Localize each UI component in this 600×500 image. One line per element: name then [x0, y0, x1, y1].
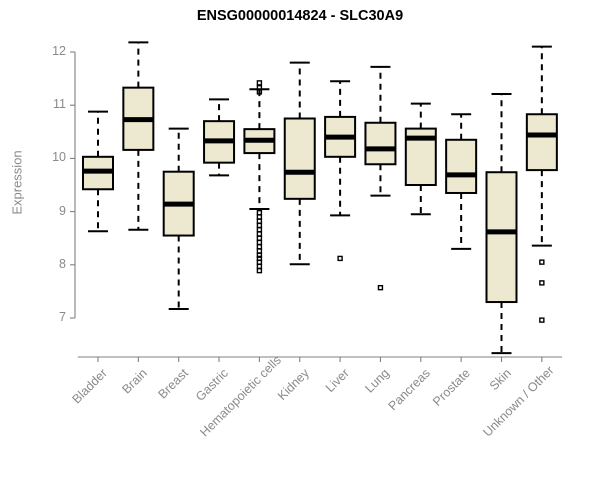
outlier-point: [256, 259, 263, 265]
boxplot-lung: [364, 65, 397, 291]
box-iqr: [525, 113, 558, 172]
outlier-point: [377, 284, 384, 291]
outlier-point: [256, 80, 263, 86]
outlier-point: [256, 248, 263, 254]
boxplot-gastric: [203, 98, 236, 177]
outlier-point: [539, 259, 545, 265]
outlier-point: [256, 209, 263, 216]
outlier-point: [256, 231, 263, 237]
axes-layer: [70, 51, 563, 362]
outlier-point: [256, 222, 263, 229]
page-title: ENSG00000014824 - SLC30A9: [196, 8, 404, 24]
boxplot-bladder: [82, 110, 114, 233]
outlier-point: [256, 84, 263, 91]
y-tick-label: 11: [53, 97, 66, 112]
outlier-point: [256, 235, 263, 241]
box-iqr: [485, 171, 518, 304]
boxplot-brain: [122, 41, 155, 231]
boxplot-breast: [162, 127, 195, 310]
outlier-point: [256, 218, 263, 224]
outlier-point: [256, 263, 263, 270]
outlier-point: [256, 267, 263, 274]
box-iqr: [283, 117, 316, 200]
outlier-point: [539, 280, 545, 286]
box-iqr: [364, 121, 397, 166]
outlier-point: [256, 239, 263, 246]
y-tick-label: 7: [59, 310, 66, 324]
boxplot-unknown-other: [525, 45, 558, 323]
outlier-point: [337, 255, 343, 262]
boxplot-skin: [485, 93, 518, 355]
outlier-point: [256, 226, 263, 233]
boxplot-pancreas: [404, 102, 437, 216]
y-tick-label: 10: [52, 150, 66, 165]
boxplot-kidney: [283, 61, 316, 266]
outlier-point: [256, 244, 263, 250]
outlier-point: [256, 89, 263, 95]
outlier-point: [256, 252, 263, 258]
y-tick-label: 9: [59, 203, 66, 218]
boxes-layer: [82, 41, 558, 355]
box-iqr: [445, 138, 478, 194]
boxplot-hematopoietic-cells: [243, 80, 276, 274]
boxplot-liver: [324, 80, 357, 262]
y-tick-label: 12: [52, 44, 66, 58]
outlier-point: [256, 214, 263, 220]
outlier-point: [539, 317, 545, 323]
boxplot-prostate: [445, 113, 478, 250]
y-tick-label: 8: [59, 256, 66, 271]
